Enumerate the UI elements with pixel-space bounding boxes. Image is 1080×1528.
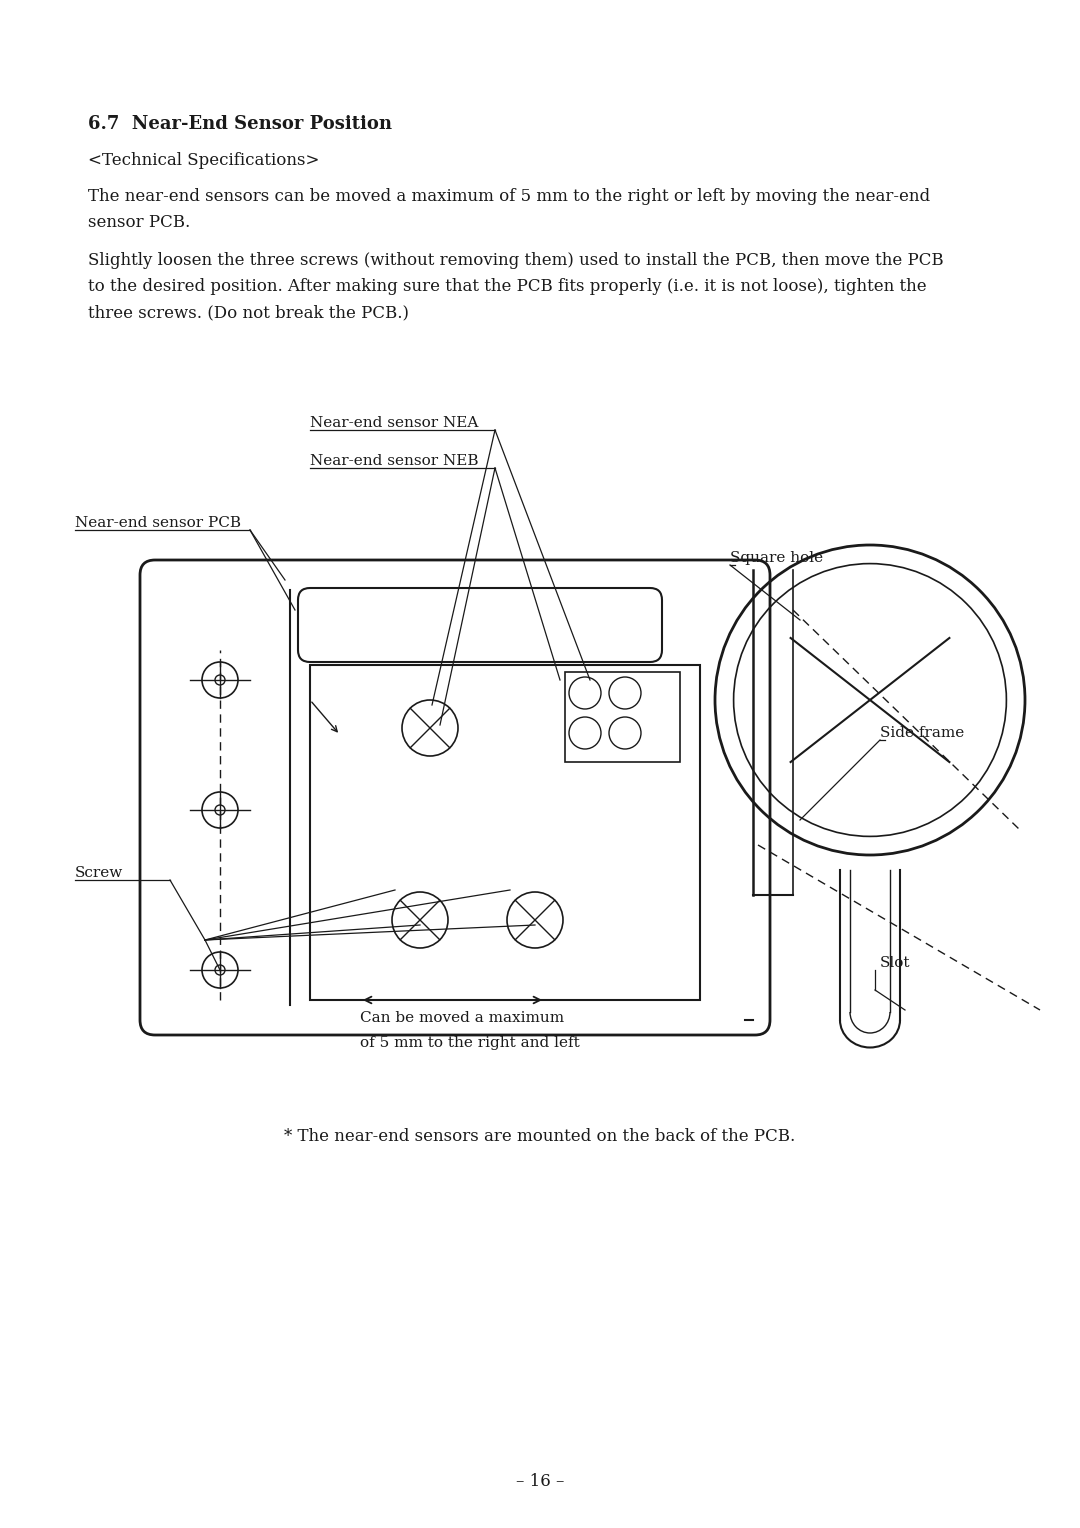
Text: Slot: Slot (880, 957, 910, 970)
Text: The near-end sensors can be moved a maximum of 5 mm to the right or left by movi: The near-end sensors can be moved a maxi… (87, 188, 930, 231)
Text: Near-end sensor NEB: Near-end sensor NEB (310, 454, 478, 468)
Text: Near-end sensor PCB: Near-end sensor PCB (75, 516, 241, 530)
Text: of 5 mm to the right and left: of 5 mm to the right and left (360, 1036, 580, 1050)
Text: Can be moved a maximum: Can be moved a maximum (360, 1012, 564, 1025)
Text: Screw: Screw (75, 866, 123, 880)
Text: Square hole: Square hole (730, 552, 823, 565)
Text: Side frame: Side frame (880, 726, 964, 740)
Text: Slightly loosen the three screws (without removing them) used to install the PCB: Slightly loosen the three screws (withou… (87, 252, 944, 321)
Text: – 16 –: – 16 – (516, 1473, 564, 1490)
Text: 6.7  Near-End Sensor Position: 6.7 Near-End Sensor Position (87, 115, 392, 133)
Text: Near-end sensor NEA: Near-end sensor NEA (310, 416, 478, 429)
Text: * The near-end sensors are mounted on the back of the PCB.: * The near-end sensors are mounted on th… (284, 1128, 796, 1144)
Bar (310, 665, 700, 999)
Text: <Technical Specifications>: <Technical Specifications> (87, 151, 320, 170)
Bar (565, 672, 680, 762)
